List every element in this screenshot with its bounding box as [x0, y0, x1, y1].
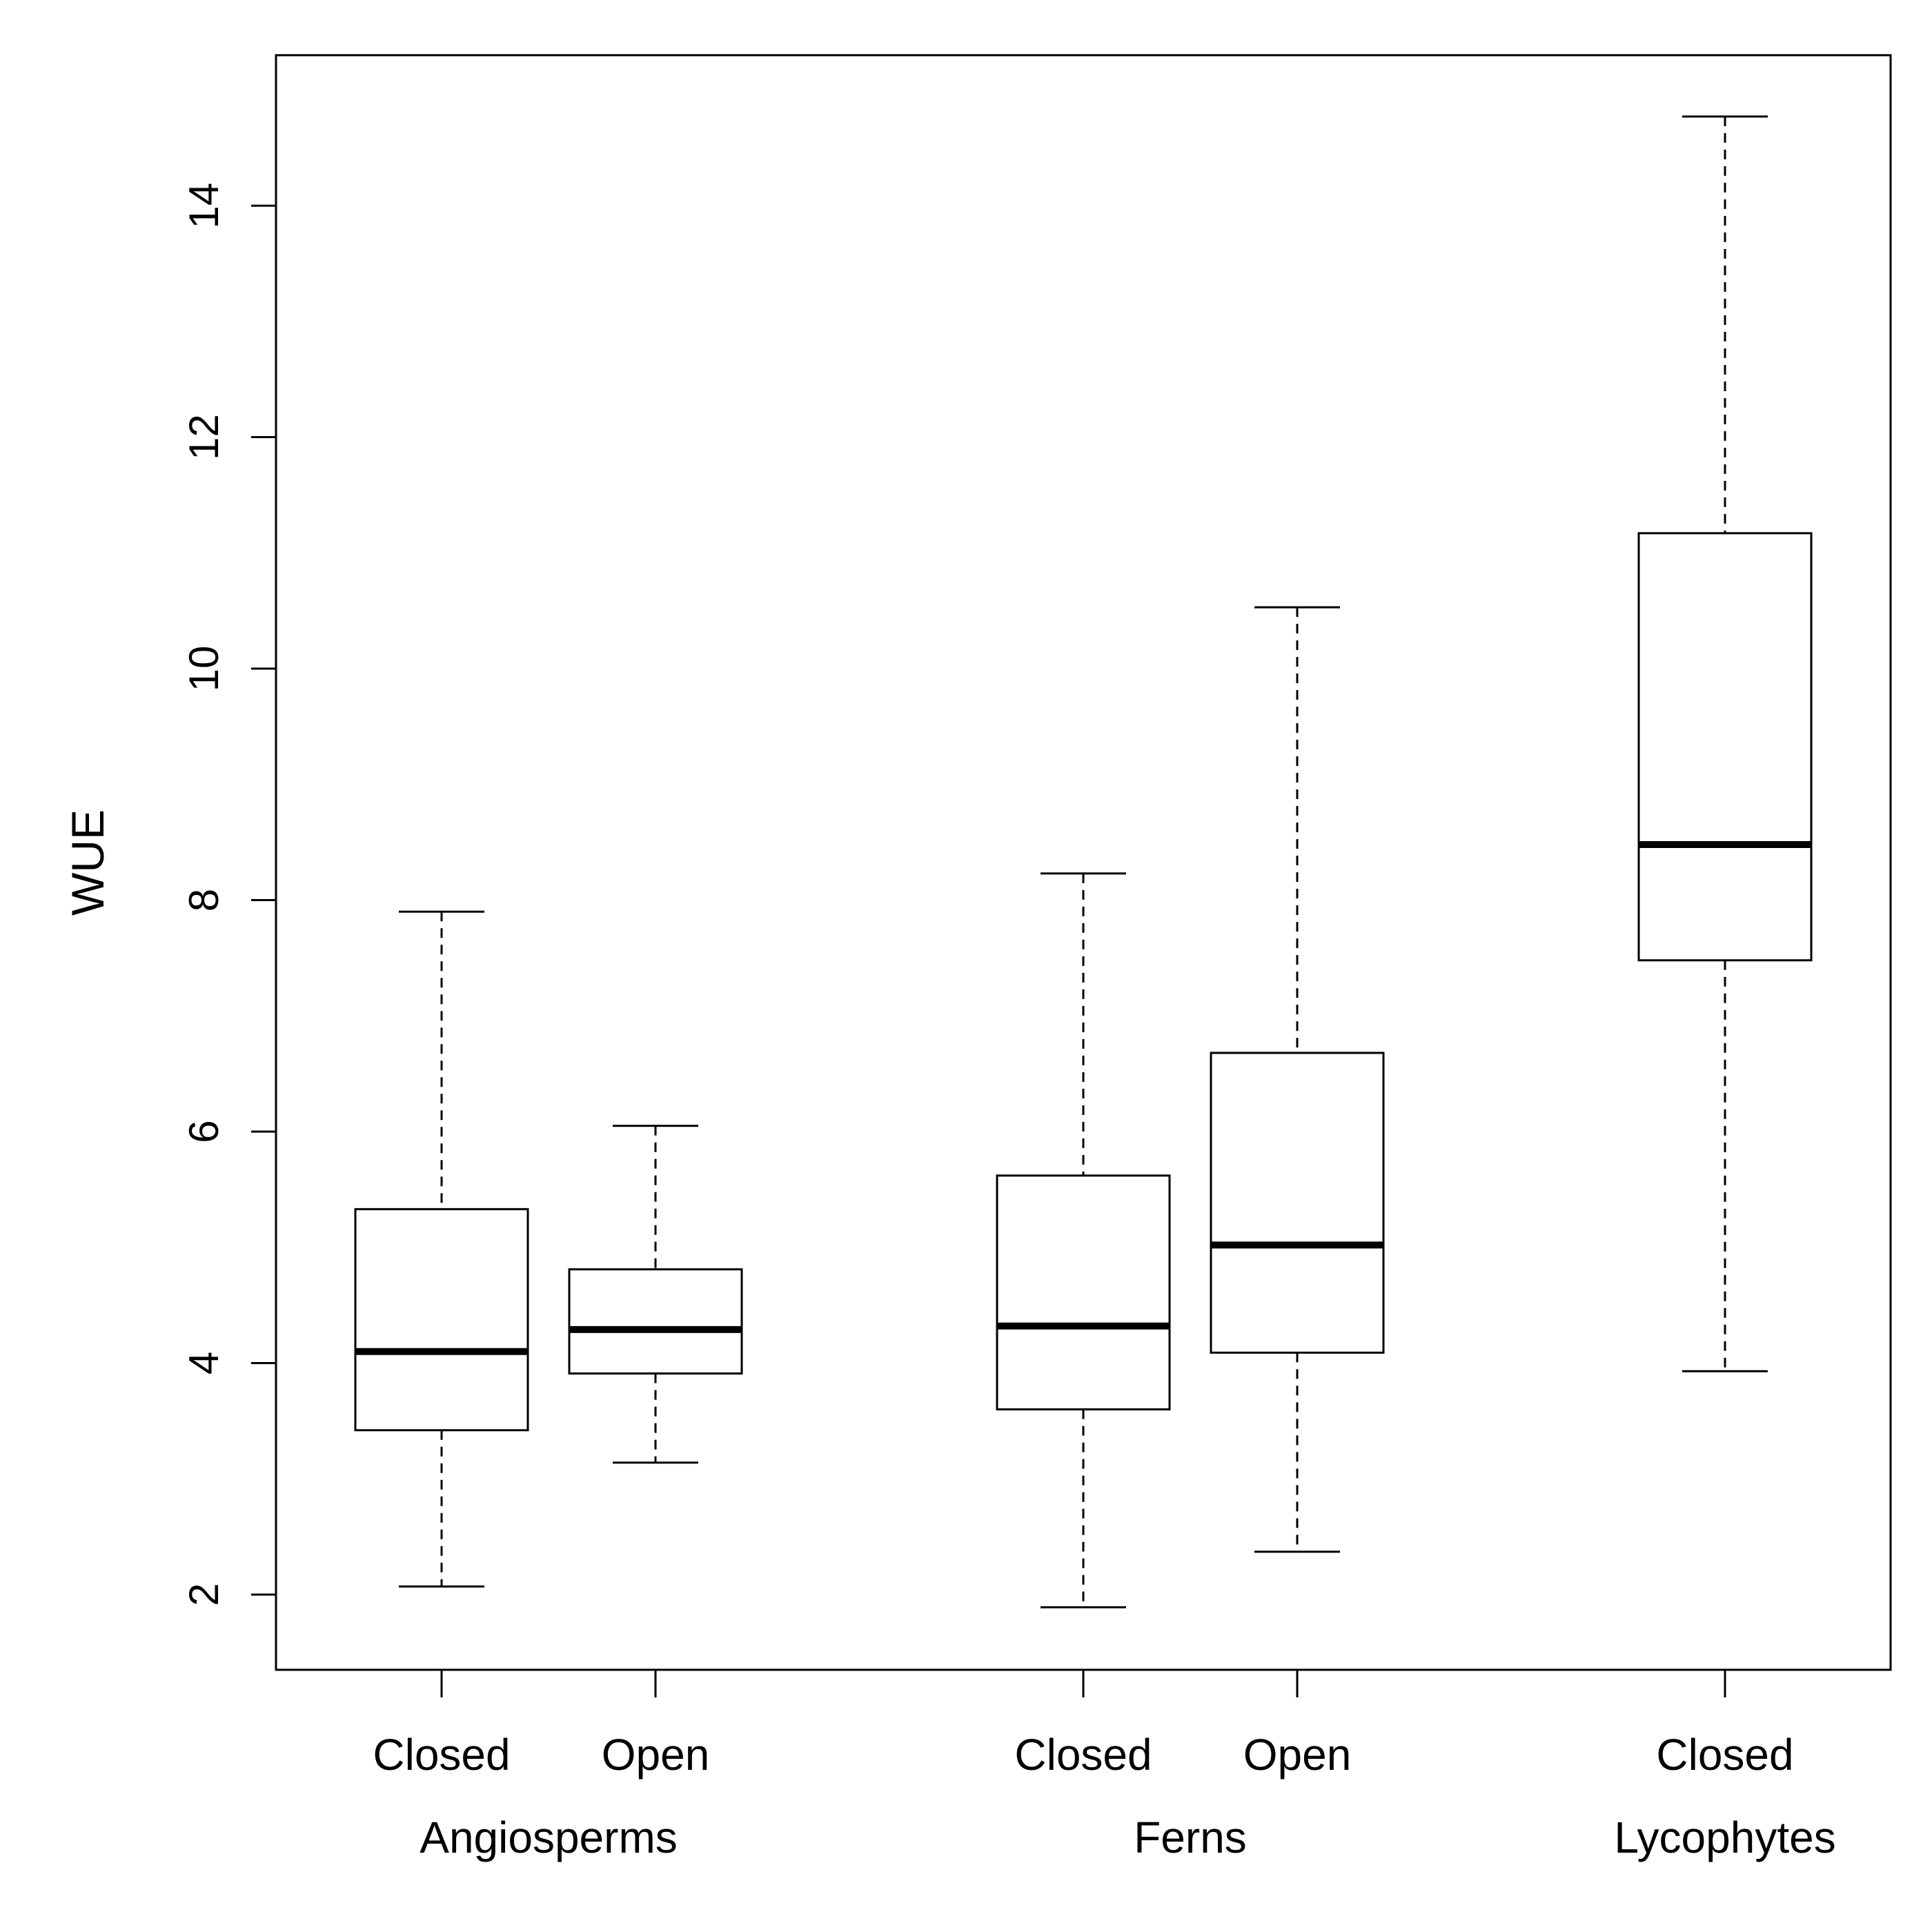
iqr-box: [1210, 1052, 1385, 1354]
y-tick-label: 14: [181, 183, 227, 229]
boxes-layer: [354, 115, 1813, 1608]
x-tick-label: Closed: [1014, 1730, 1152, 1780]
iqr-box: [1637, 532, 1813, 962]
box-angiosperms-open: [568, 1125, 743, 1464]
x-tick-label: Open: [1243, 1730, 1352, 1780]
box-lycophytes-closed: [1637, 115, 1813, 1372]
y-tick-label: 6: [181, 1120, 227, 1143]
x-tick-label: Closed: [1656, 1730, 1793, 1780]
box-angiosperms-closed: [354, 910, 529, 1588]
group-label: Lycophytes: [1614, 1813, 1835, 1862]
y-tick-label: 12: [181, 414, 227, 460]
group-label: Ferns: [1134, 1813, 1247, 1862]
y-tick-label: 10: [181, 646, 227, 692]
y-tick-label: 4: [181, 1352, 227, 1374]
iqr-box: [996, 1174, 1171, 1411]
group-label: Angiosperms: [420, 1813, 678, 1862]
y-tick-label: 8: [181, 889, 227, 911]
iqr-box: [568, 1268, 743, 1375]
x-tick-label: Closed: [373, 1730, 510, 1780]
y-tick-label: 2: [181, 1583, 227, 1606]
iqr-box: [354, 1208, 529, 1432]
box-ferns-open: [1210, 606, 1385, 1553]
box-ferns-closed: [996, 872, 1171, 1608]
x-axis: Closed Open Angiosperms Closed Open Ferns Clos…: [373, 1670, 1836, 1862]
y-axis-label: WUE: [62, 809, 113, 916]
x-tick-label: Open: [602, 1730, 710, 1780]
y-axis: 2 4 6 8 10 12 14: [181, 183, 276, 1606]
